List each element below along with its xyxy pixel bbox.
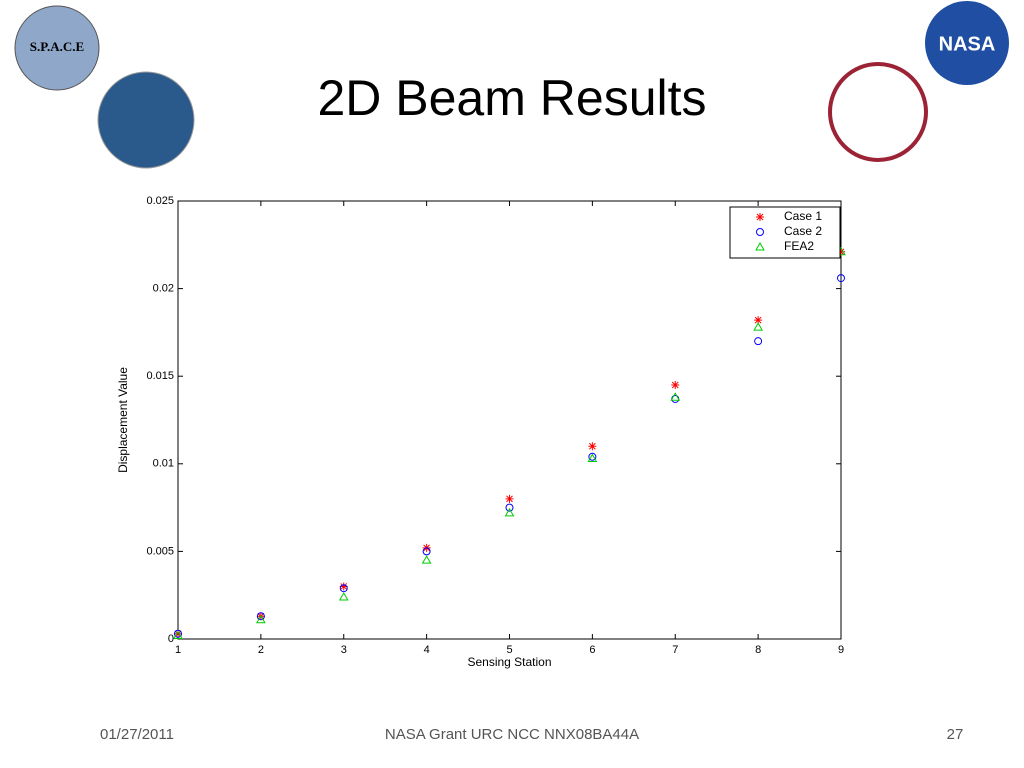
point: [504, 507, 515, 517]
point: [587, 453, 598, 463]
footer-text: NASA Grant URC NCC NNX08BA44A: [385, 726, 639, 743]
footer-date: 01/27/2011: [100, 726, 174, 743]
x-tick-label: 4: [424, 644, 430, 656]
point: [588, 442, 597, 451]
x-tick-label: 8: [755, 644, 761, 656]
point: [173, 630, 183, 639]
x-tick-label: 7: [672, 644, 678, 656]
point: [505, 503, 514, 512]
x-axis-label: Sensing Station: [467, 655, 551, 669]
nasa-logo: [925, 1, 1009, 85]
x-tick-label: 5: [506, 644, 512, 656]
point: [670, 392, 681, 401]
space-logo-text: S.P.A.C.E: [30, 39, 84, 54]
point: [837, 247, 845, 256]
point: [421, 555, 432, 564]
legend-label: Case 2: [784, 224, 822, 238]
point: [256, 612, 265, 621]
y-tick-label: 0.01: [153, 458, 174, 470]
point: [754, 316, 763, 325]
point: [505, 494, 514, 503]
nasa-logo-text: NASA: [939, 33, 996, 55]
point: [256, 614, 266, 624]
x-tick-label: 9: [838, 644, 844, 656]
y-tick-label: 0.015: [146, 370, 174, 382]
page-number: 27: [947, 726, 964, 743]
legend-marker: [755, 241, 765, 251]
point: [588, 452, 597, 461]
usc-logo: [828, 62, 928, 162]
point: [338, 591, 349, 601]
x-tick-label: 2: [258, 644, 264, 656]
x-tick-label: 1: [175, 644, 181, 656]
point: [753, 322, 763, 331]
point: [837, 274, 845, 283]
point: [339, 584, 348, 593]
slide-title: 2D Beam Results: [317, 70, 706, 126]
y-tick-label: 0: [168, 633, 174, 645]
y-tick-label: 0.025: [146, 195, 174, 207]
csula-logo: [97, 71, 195, 169]
x-tick-label: 3: [341, 644, 347, 656]
legend-marker: [756, 213, 764, 221]
y-axis-label: Displacement Value: [116, 367, 130, 473]
point: [174, 629, 182, 638]
legend-label: FEA2: [784, 239, 814, 253]
point: [339, 582, 348, 591]
point: [174, 629, 182, 638]
x-tick-label: 6: [589, 644, 595, 656]
y-tick-label: 0.005: [146, 545, 174, 557]
y-tick-label: 0.02: [153, 283, 174, 295]
point: [422, 547, 431, 556]
point: [671, 380, 680, 389]
legend-marker: [756, 228, 764, 236]
legend-label: Case 1: [784, 209, 822, 223]
plot-area: [177, 200, 842, 640]
point: [754, 337, 763, 346]
space-logo: [14, 5, 100, 91]
legend-box: [729, 206, 841, 259]
